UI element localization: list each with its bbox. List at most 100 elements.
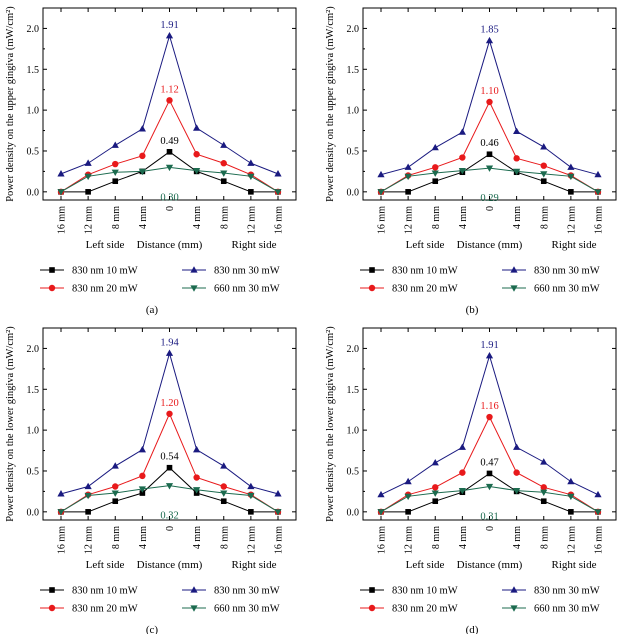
x-tick-label: 4 mm xyxy=(512,526,523,549)
data-point xyxy=(377,509,385,516)
x-tick-label: 4 mm xyxy=(458,526,469,549)
data-point xyxy=(84,482,92,490)
x-tick-label: 16 mm xyxy=(594,206,605,234)
x-tick-label: 4 mm xyxy=(192,526,203,549)
data-point xyxy=(377,189,385,196)
peak-value-label: 0.46 xyxy=(480,138,498,149)
legend-label: 830 nm 30 mW xyxy=(534,266,600,277)
x-axis-title: Distance (mm) xyxy=(137,559,203,571)
x-tick-label: 16 mm xyxy=(57,526,68,554)
data-point xyxy=(220,160,227,167)
data-point xyxy=(486,470,493,477)
x-tick-label: 12 mm xyxy=(84,206,95,234)
data-point xyxy=(139,490,146,496)
data-point xyxy=(459,154,466,161)
data-point xyxy=(458,487,466,495)
data-point xyxy=(431,143,439,151)
legend-label: 830 nm 30 mW xyxy=(214,586,280,597)
x-axis-left-label: Left side xyxy=(86,239,125,251)
x-tick-label: 8 mm xyxy=(111,206,122,229)
data-point xyxy=(139,152,146,160)
plot-frame xyxy=(42,327,297,521)
chart-panel-b: 0.0 0.5 1.0 1.5 2.0 16 mm 12 mm 8 mm 4 mm 0 4 mm 8 … xyxy=(325,6,617,316)
data-point xyxy=(540,484,547,491)
legend-label: 830 nm 30 mW xyxy=(534,586,600,597)
legend-marker xyxy=(369,267,375,273)
data-point xyxy=(111,462,119,469)
data-point xyxy=(220,462,228,469)
y-tick-label: 0.5 xyxy=(27,146,40,157)
y-tick-label: 0.5 xyxy=(347,466,360,477)
data-point xyxy=(513,443,521,450)
data-point xyxy=(568,189,574,195)
y-tick-label: 1.0 xyxy=(27,106,40,117)
data-point xyxy=(432,178,439,185)
series-line-3 xyxy=(60,351,279,495)
data-point xyxy=(486,413,493,421)
legend-marker xyxy=(48,604,56,612)
series-line-4 xyxy=(60,485,279,513)
legend-marker xyxy=(510,605,518,612)
x-axis-left-label: Left side xyxy=(86,559,125,571)
x-tick-label: 16 mm xyxy=(594,526,605,554)
y-tick-label: 1.0 xyxy=(347,106,360,117)
x-tick-label: 16 mm xyxy=(274,206,285,234)
data-point xyxy=(459,469,466,476)
peak-value-label: 0.32 xyxy=(160,511,178,522)
legend-label: 660 nm 30 mW xyxy=(534,604,600,615)
x-tick-label: 16 mm xyxy=(377,206,388,234)
data-point xyxy=(486,98,493,106)
data-point xyxy=(513,127,521,134)
data-point xyxy=(594,490,602,498)
peak-value-label: 1.91 xyxy=(160,20,178,31)
data-point xyxy=(220,178,227,185)
data-point xyxy=(193,167,201,175)
data-point xyxy=(193,445,201,453)
data-point xyxy=(432,498,439,505)
panel-label: (a) xyxy=(146,304,159,316)
x-tick-label: 0 xyxy=(485,526,496,531)
data-point xyxy=(57,170,65,177)
peak-value-label: 0.47 xyxy=(480,457,498,468)
x-tick-label: 8 mm xyxy=(539,526,550,549)
y-tick-label: 1.5 xyxy=(347,385,360,396)
chart-panel-a: 0.0 0.5 1.0 1.5 2.0 16 mm 12 mm 8 mm 4 mm 0 4 mm 8 … xyxy=(5,6,297,316)
x-tick-label: 12 mm xyxy=(84,526,95,554)
x-tick-label: 12 mm xyxy=(566,526,577,554)
data-point xyxy=(485,351,494,359)
peak-value-label: 1.20 xyxy=(160,398,178,409)
x-axis-title: Distance (mm) xyxy=(457,559,523,571)
data-point xyxy=(568,509,574,515)
data-point xyxy=(458,167,466,175)
y-axis-title: Power density on the upper gingiva (mW/c… xyxy=(5,6,16,202)
data-point xyxy=(112,160,119,168)
y-tick-label: 0.0 xyxy=(27,507,40,518)
data-point xyxy=(247,159,255,166)
data-point xyxy=(567,493,575,501)
legend-label: 830 nm 20 mW xyxy=(392,284,458,295)
x-tick-label: 8 mm xyxy=(111,526,122,549)
data-point xyxy=(85,189,91,195)
peak-value-label: 0.49 xyxy=(160,136,178,147)
peak-value-label: 0.29 xyxy=(480,193,498,204)
x-axis-right-label: Right side xyxy=(552,559,597,571)
x-tick-label: 8 mm xyxy=(431,526,442,549)
y-tick-label: 0.0 xyxy=(27,187,40,198)
data-point xyxy=(193,124,201,131)
data-point xyxy=(57,509,65,516)
data-point xyxy=(404,493,412,501)
legend-marker xyxy=(49,587,55,593)
y-tick-label: 0.0 xyxy=(347,187,360,198)
data-point xyxy=(165,31,174,39)
x-axis-left-label: Left side xyxy=(406,239,445,251)
x-tick-label: 16 mm xyxy=(377,526,388,554)
x-tick-label: 0 xyxy=(165,526,176,531)
data-point xyxy=(138,486,146,493)
x-tick-label: 8 mm xyxy=(431,206,442,229)
panel-label: (c) xyxy=(146,624,159,634)
data-point xyxy=(458,128,466,135)
data-point xyxy=(274,189,282,196)
data-point xyxy=(377,490,385,498)
data-point xyxy=(274,170,282,177)
data-point xyxy=(485,165,494,172)
